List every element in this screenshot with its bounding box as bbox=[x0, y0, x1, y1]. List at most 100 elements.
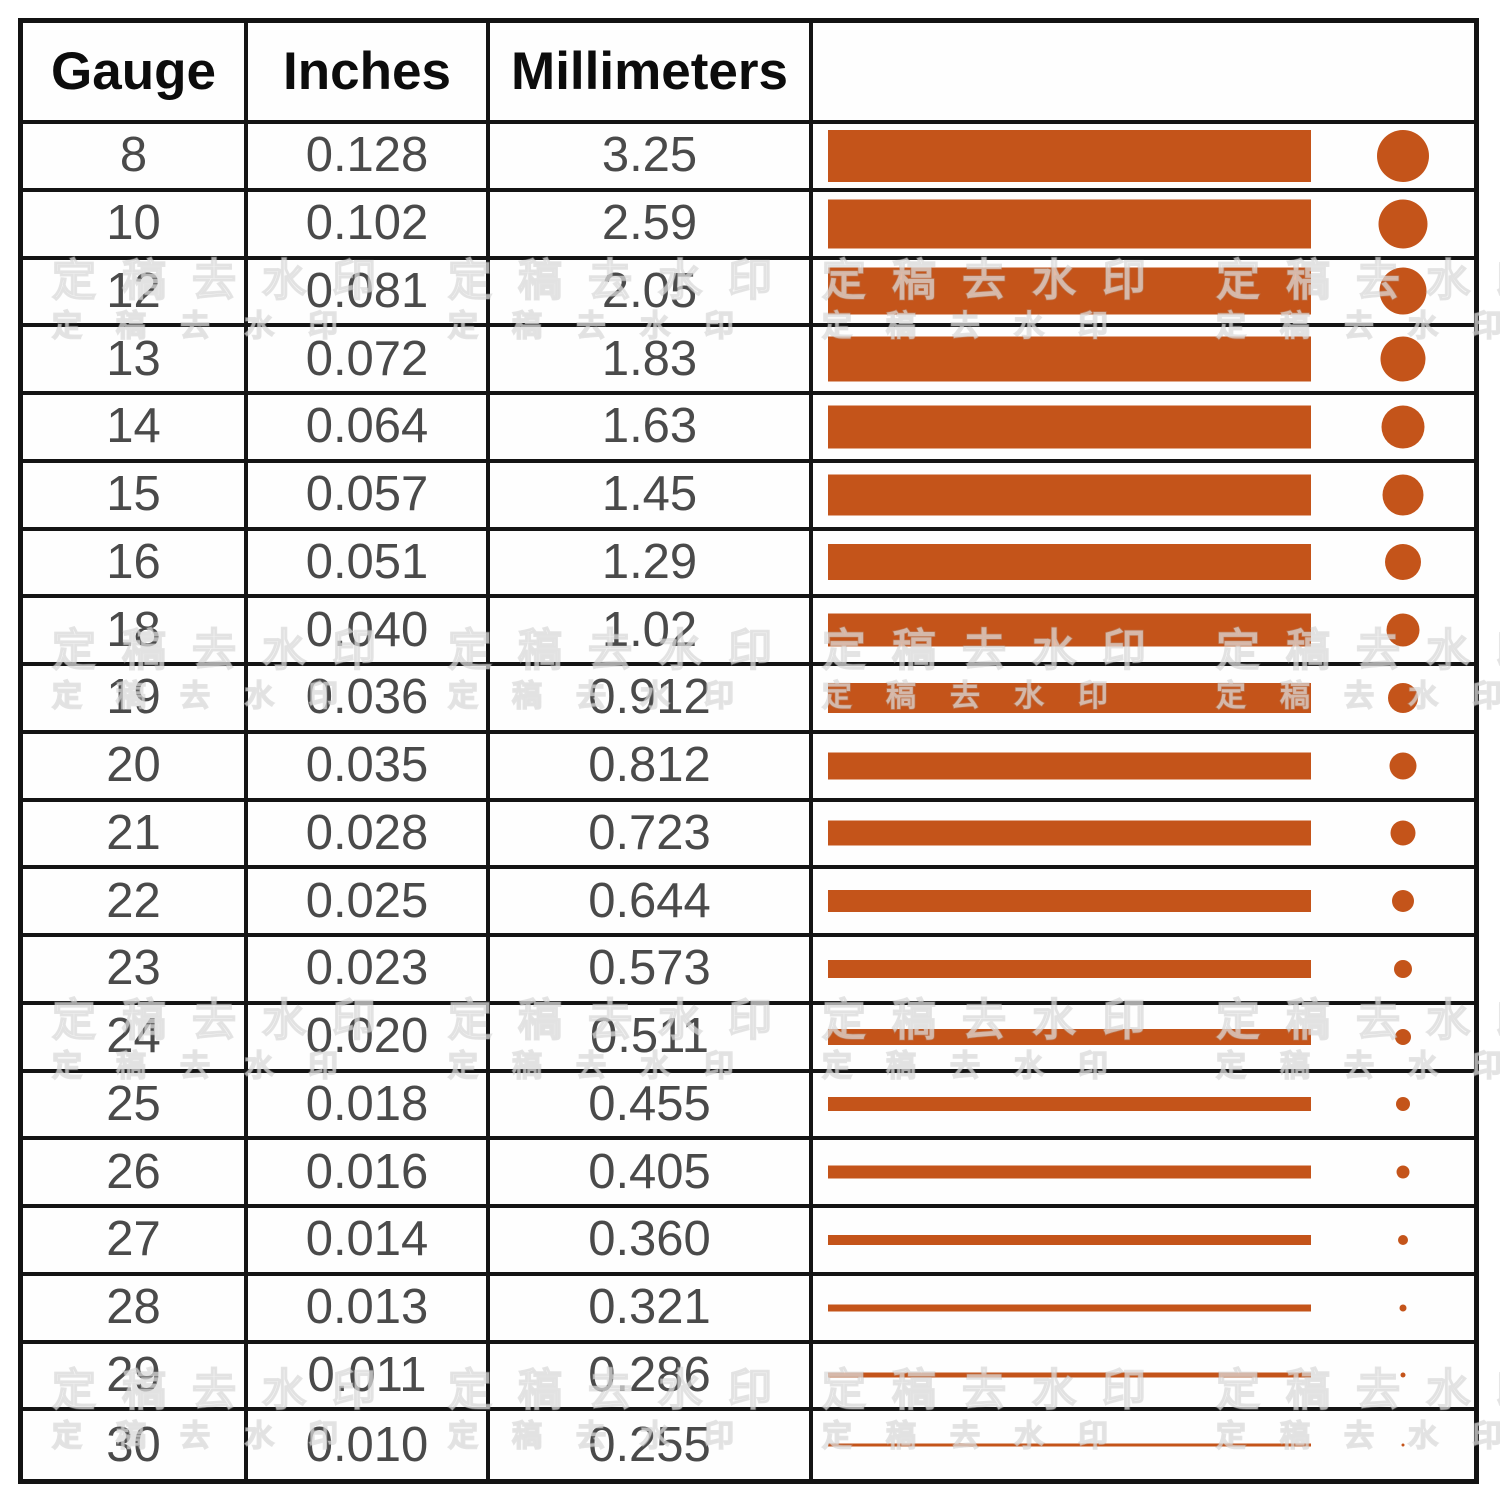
gauge-cell: 28 bbox=[23, 1275, 248, 1344]
gauge-cell: 21 bbox=[23, 801, 248, 870]
gauge-cell: 25 bbox=[23, 1072, 248, 1141]
inches-cell: 0.020 bbox=[248, 1004, 490, 1073]
inches-cell: 0.081 bbox=[248, 259, 490, 328]
wire-cross-section-dot bbox=[1377, 129, 1429, 182]
wire-thickness-bar bbox=[828, 1028, 1311, 1045]
millimeters-cell: 0.644 bbox=[490, 869, 813, 937]
wire-thickness-bar bbox=[828, 405, 1311, 449]
wire-cross-section-dot bbox=[1392, 890, 1414, 913]
wire-thickness-bar bbox=[828, 1097, 1311, 1112]
wire-visual-cell bbox=[813, 1344, 1474, 1412]
millimeters-cell: 0.912 bbox=[490, 666, 813, 734]
gauge-cell: 12 bbox=[23, 259, 248, 328]
wire-cross-section-dot bbox=[1380, 336, 1426, 382]
wire-visual-cell bbox=[813, 869, 1474, 937]
inches-cell: 0.010 bbox=[248, 1411, 490, 1479]
wire-thickness-bar bbox=[828, 1234, 1311, 1245]
gauge-cell: 23 bbox=[23, 937, 248, 1005]
table-row: 23 0.023 0.573 bbox=[23, 937, 1474, 1005]
table-row: 30 0.010 0.255 bbox=[23, 1411, 1474, 1479]
wire-cross-section-dot bbox=[1388, 682, 1418, 713]
table-row: 27 0.014 0.360 bbox=[23, 1208, 1474, 1276]
wire-visual-cell bbox=[813, 1411, 1474, 1479]
table-row: 15 0.057 1.45 bbox=[23, 462, 1474, 531]
inches-cell: 0.013 bbox=[248, 1275, 490, 1344]
wire-visual-cell bbox=[813, 260, 1474, 328]
inches-cell: 0.014 bbox=[248, 1208, 490, 1276]
wire-visual-cell bbox=[813, 666, 1474, 734]
gauge-cell: 22 bbox=[23, 869, 248, 937]
wire-visual-cell bbox=[813, 531, 1474, 599]
table-row: 10 0.102 2.59 bbox=[23, 191, 1474, 260]
millimeters-cell: 1.29 bbox=[490, 530, 813, 599]
millimeters-cell: 0.360 bbox=[490, 1208, 813, 1276]
table-row: 29 0.011 0.286 bbox=[23, 1343, 1474, 1412]
wire-visual-cell bbox=[813, 1276, 1474, 1344]
wire-thickness-bar bbox=[828, 820, 1311, 846]
gauge-cell: 27 bbox=[23, 1208, 248, 1276]
wire-cross-section-dot bbox=[1399, 1304, 1407, 1312]
wire-thickness-bar bbox=[828, 613, 1311, 647]
wire-thickness-bar bbox=[828, 752, 1311, 780]
inches-cell: 0.102 bbox=[248, 191, 490, 260]
wire-visual-cell bbox=[813, 734, 1474, 802]
wire-cross-section-dot bbox=[1396, 1165, 1410, 1179]
wire-visual-cell bbox=[813, 395, 1474, 463]
wire-visual-cell bbox=[813, 598, 1474, 666]
inches-cell: 0.023 bbox=[248, 937, 490, 1005]
gauge-cell: 16 bbox=[23, 530, 248, 599]
wire-thickness-bar bbox=[828, 1443, 1311, 1447]
wire-gauge-table: Gauge Inches Millimeters 8 0.128 3.25 10… bbox=[18, 18, 1479, 1484]
gauge-cell: 19 bbox=[23, 666, 248, 734]
wire-thickness-bar bbox=[828, 129, 1311, 182]
wire-cross-section-dot bbox=[1381, 405, 1425, 449]
wire-cross-section-dot bbox=[1386, 613, 1420, 647]
wire-thickness-bar bbox=[828, 199, 1311, 249]
millimeters-cell: 1.02 bbox=[490, 598, 813, 666]
wire-visual-cell bbox=[813, 1208, 1474, 1276]
table-header-row: Gauge Inches Millimeters bbox=[23, 23, 1474, 124]
wire-visual-cell bbox=[813, 802, 1474, 870]
wire-cross-section-dot bbox=[1390, 820, 1416, 846]
table-row: 14 0.064 1.63 bbox=[23, 395, 1474, 463]
millimeters-cell: 0.511 bbox=[490, 1004, 813, 1073]
wire-visual-cell bbox=[813, 327, 1474, 395]
wire-cross-section-dot bbox=[1400, 1372, 1406, 1378]
header-gauge: Gauge bbox=[23, 23, 248, 124]
table-row: 20 0.035 0.812 bbox=[23, 733, 1474, 802]
wire-thickness-bar bbox=[828, 1165, 1311, 1179]
wire-thickness-bar bbox=[828, 682, 1311, 713]
inches-cell: 0.072 bbox=[248, 327, 490, 395]
gauge-cell: 8 bbox=[23, 124, 248, 192]
gauge-cell: 10 bbox=[23, 191, 248, 260]
inches-cell: 0.051 bbox=[248, 530, 490, 599]
gauge-cell: 30 bbox=[23, 1411, 248, 1479]
millimeters-cell: 0.812 bbox=[490, 733, 813, 802]
gauge-cell: 15 bbox=[23, 462, 248, 531]
millimeters-cell: 2.05 bbox=[490, 259, 813, 328]
gauge-cell: 14 bbox=[23, 395, 248, 463]
inches-cell: 0.064 bbox=[248, 395, 490, 463]
wire-cross-section-dot bbox=[1395, 1028, 1411, 1045]
wire-thickness-bar bbox=[828, 336, 1311, 382]
wire-cross-section-dot bbox=[1398, 1234, 1408, 1245]
inches-cell: 0.040 bbox=[248, 598, 490, 666]
table-row: 13 0.072 1.83 bbox=[23, 327, 1474, 395]
gauge-cell: 26 bbox=[23, 1140, 248, 1208]
wire-cross-section-dot bbox=[1396, 1097, 1410, 1112]
millimeters-cell: 0.405 bbox=[490, 1140, 813, 1208]
wire-cross-section-dot bbox=[1394, 959, 1412, 978]
gauge-cell: 18 bbox=[23, 598, 248, 666]
wire-visual-cell bbox=[813, 1005, 1474, 1073]
wire-visual-cell bbox=[813, 1073, 1474, 1141]
wire-cross-section-dot bbox=[1382, 474, 1424, 516]
wire-visual-cell bbox=[813, 192, 1474, 260]
inches-cell: 0.018 bbox=[248, 1072, 490, 1141]
inches-cell: 0.025 bbox=[248, 869, 490, 937]
wire-cross-section-dot bbox=[1378, 199, 1428, 249]
wire-visual-cell bbox=[813, 124, 1474, 192]
inches-cell: 0.057 bbox=[248, 462, 490, 531]
wire-thickness-bar bbox=[828, 544, 1311, 581]
wire-cross-section-dot bbox=[1401, 1443, 1405, 1447]
